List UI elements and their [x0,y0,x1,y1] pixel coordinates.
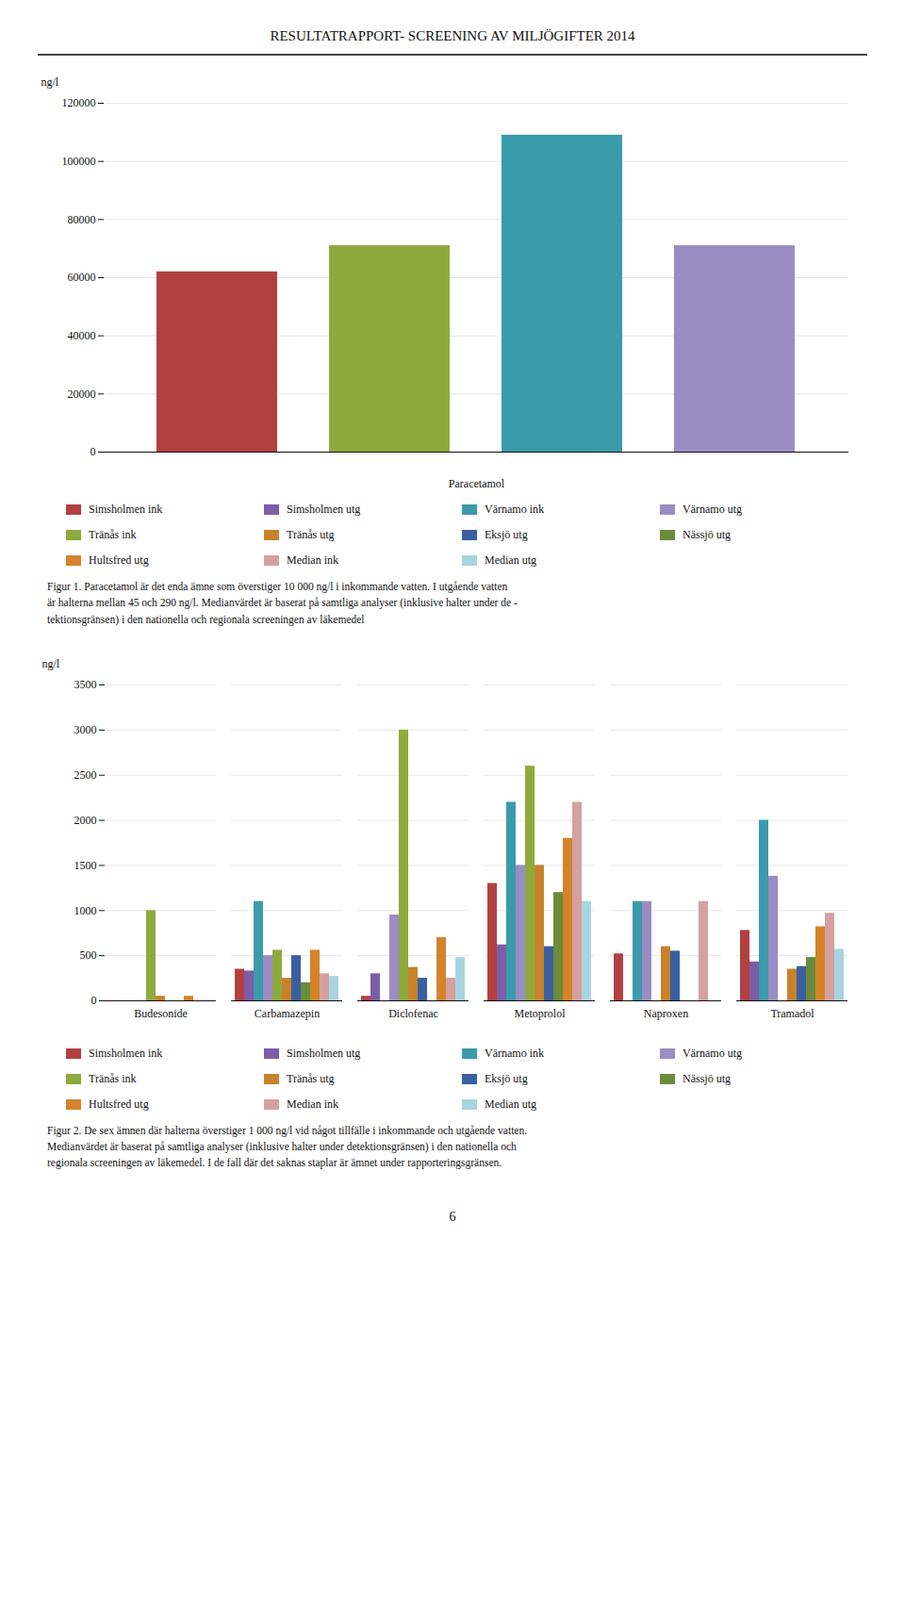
svg-text:80000: 80000 [67,213,97,227]
html-text:Median ink: Median ink [286,553,339,567]
html-text:Hultsfred utg: Hultsfred utg [88,1097,149,1111]
svg-text:100000: 100000 [62,154,97,168]
html-text:Tränås utg: Tränås utg [286,527,335,542]
svg-text:Tramadol: Tramadol [770,1006,815,1021]
html-text:Eksjö utg: Eksjö utg [484,1071,528,1085]
svg-text:2500: 2500 [74,768,98,782]
html-text:Simsholmen utg: Simsholmen utg [286,502,361,516]
svg-text:0: 0 [90,444,97,459]
html-text:Tränås ink: Tränås ink [88,527,137,542]
html-text:Median utg: Median utg [484,1097,537,1111]
html-text:6: 6 [449,1209,456,1224]
html-text:Simsholmen ink: Simsholmen ink [88,1046,163,1060]
html-text:RESULTATRAPPORT- SCREENING AV: RESULTATRAPPORT- SCREENING AV MILJÖGIFTE… [269,28,636,44]
svg-text:Budesonide: Budesonide [133,1006,188,1021]
html-text:Median utg: Median utg [484,553,537,567]
html-text:Värnamo utg: Värnamo utg [682,502,742,516]
svg-text:3500: 3500 [74,677,98,692]
svg-text:ng/l: ng/l [41,75,60,89]
html-text:Median ink: Median ink [286,1097,339,1111]
svg-text:1500: 1500 [74,858,98,873]
svg-text:60000: 60000 [67,270,97,284]
html-text:Värnamo utg: Värnamo utg [682,1046,742,1060]
svg-text:Carbamazepin: Carbamazepin [254,1006,320,1021]
html-text:Eksjö utg: Eksjö utg [484,527,528,542]
svg-text:1000: 1000 [74,903,98,917]
svg-text:20000: 20000 [67,387,97,401]
svg-text:Metoprolol: Metoprolol [514,1006,567,1021]
html-text:Figur 2. De sex ämnen där halt: Figur 2. De sex ämnen där halterna övers… [47,1124,528,1169]
svg-text:40000: 40000 [67,329,97,343]
svg-text:ng/l: ng/l [42,657,61,671]
html-text:Tränås ink: Tränås ink [88,1071,137,1085]
html-text:Värnamo ink: Värnamo ink [484,502,544,516]
html-text:Nässjö utg: Nässjö utg [682,1071,731,1085]
svg-text:0: 0 [91,993,98,1007]
svg-text:500: 500 [80,948,98,962]
html-text:Värnamo ink: Värnamo ink [484,1046,544,1060]
svg-text:2000: 2000 [74,813,98,827]
svg-text:120000: 120000 [62,96,97,110]
svg-text:3000: 3000 [74,723,98,737]
html-text:Figur 1. Paracetamol är det en: Figur 1. Paracetamol är det enda ämne so… [47,580,518,625]
html-text:Simsholmen ink: Simsholmen ink [88,502,163,516]
html-text:Hultsfred utg: Hultsfred utg [88,553,149,567]
html-text:Tränås utg: Tränås utg [286,1071,335,1085]
html-text:Nässjö utg: Nässjö utg [682,527,731,542]
svg-text:Diclofenac: Diclofenac [388,1006,439,1021]
svg-text:Paracetamol: Paracetamol [448,477,506,491]
svg-text:Naproxen: Naproxen [643,1006,689,1021]
html-text:Simsholmen utg: Simsholmen utg [286,1046,361,1060]
